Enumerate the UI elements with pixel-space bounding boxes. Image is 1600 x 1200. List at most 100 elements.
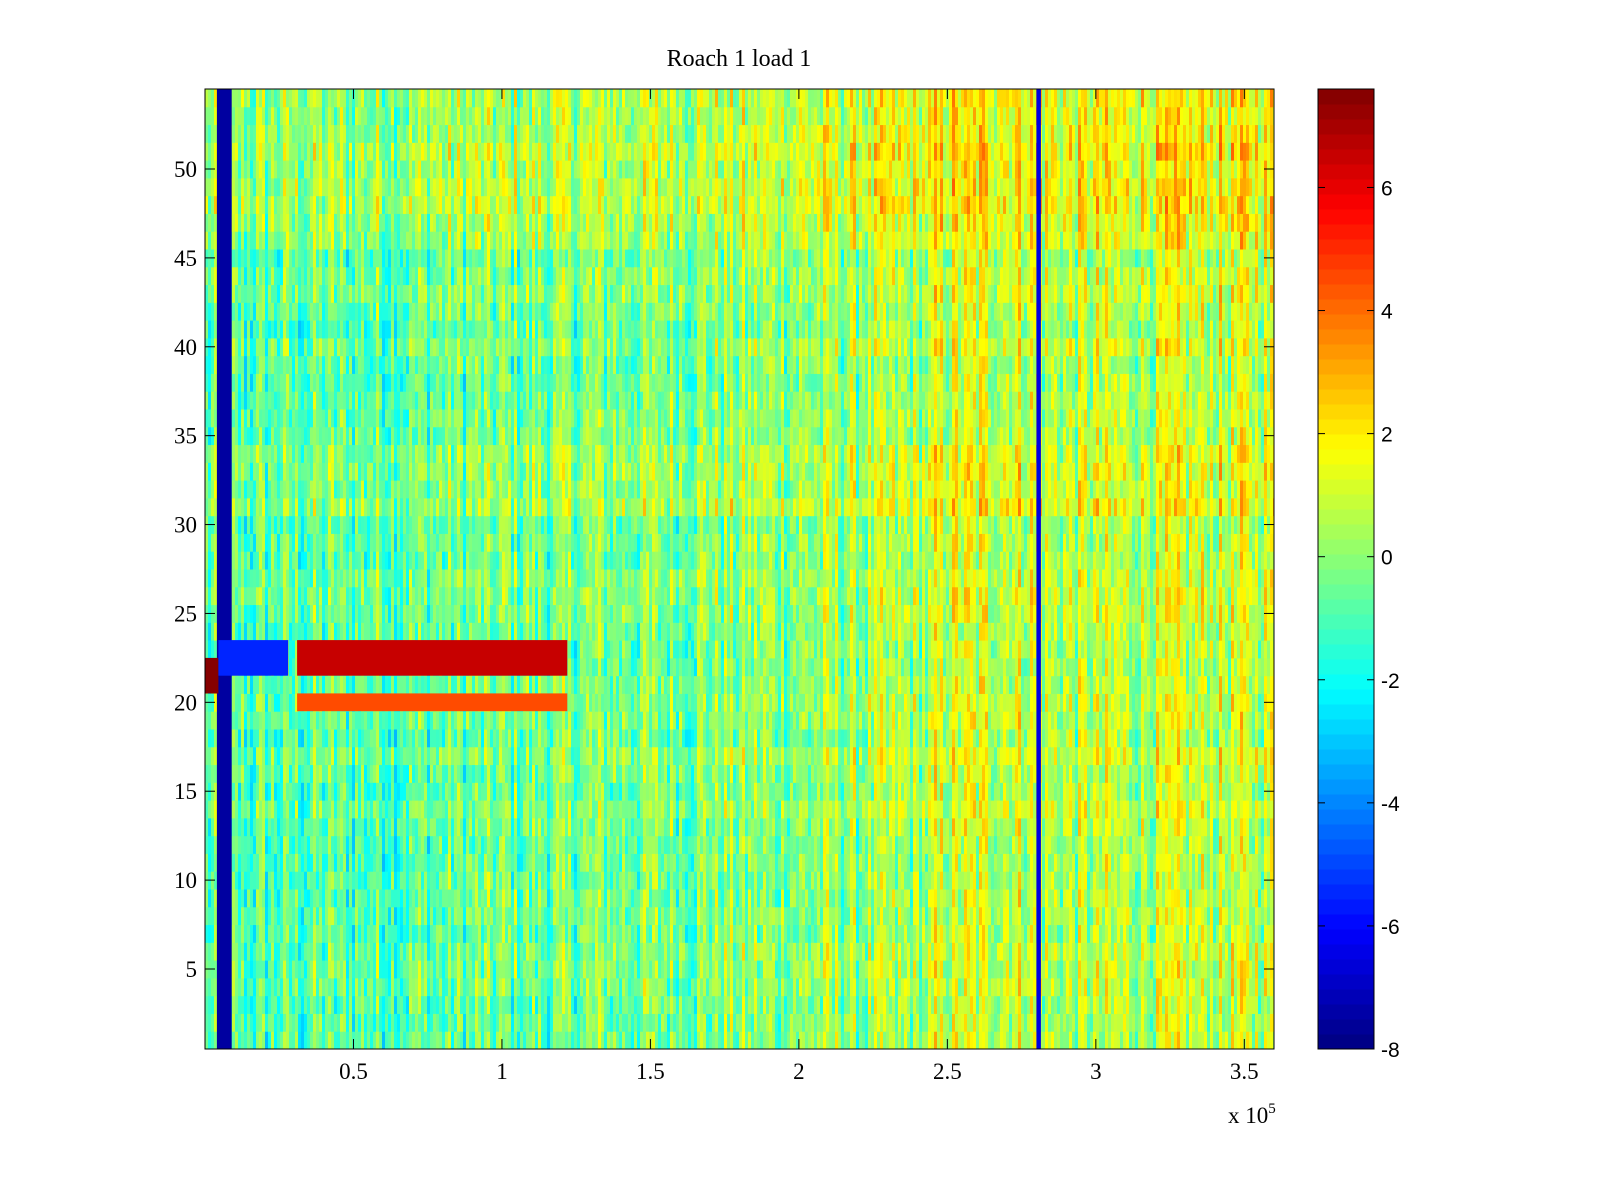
heatmap-cell: [322, 871, 325, 890]
heatmap-cell: [373, 729, 376, 748]
heatmap-cell: [331, 800, 334, 819]
heatmap-cell: [442, 551, 445, 570]
heatmap-cell: [427, 426, 430, 446]
heatmap-cell: [262, 426, 265, 446]
heatmap-cell: [340, 782, 343, 801]
heatmap-cell: [307, 302, 310, 321]
heatmap-cell: [331, 533, 334, 552]
heatmap-cell: [418, 213, 421, 232]
heatmap-cell: [409, 355, 412, 374]
heatmap-cell: [430, 515, 433, 534]
heatmap-cell: [316, 533, 319, 552]
heatmap-cell: [481, 604, 484, 623]
heatmap-cell: [244, 266, 247, 286]
heatmap-cell: [316, 462, 319, 481]
heatmap-cell: [349, 729, 352, 748]
heatmap-cell: [208, 497, 211, 517]
heatmap-cell: [481, 906, 484, 926]
heatmap-cell: [277, 711, 280, 730]
heatmap-cell: [268, 675, 271, 694]
heatmap-cell: [211, 124, 214, 143]
heatmap-cell: [349, 924, 352, 943]
heatmap-cell: [445, 835, 448, 854]
heatmap-cell: [451, 177, 454, 197]
heatmap-cell: [259, 533, 262, 552]
heatmap-cell: [340, 977, 343, 997]
heatmap-cell: [340, 942, 343, 961]
heatmap-cell: [289, 569, 292, 588]
heatmap-cell: [301, 409, 304, 428]
heatmap-cell: [241, 497, 244, 517]
heatmap-cell: [289, 249, 292, 268]
heatmap-cell: [355, 942, 358, 961]
heatmap-cell: [472, 409, 475, 428]
heatmap-cell: [439, 889, 442, 908]
heatmap-cell: [364, 1031, 367, 1050]
heatmap-cell: [448, 622, 451, 641]
heatmap-cell: [388, 497, 391, 517]
heatmap-cell: [331, 675, 334, 694]
heatmap-cell: [442, 1013, 445, 1032]
heatmap-cell: [346, 426, 349, 446]
heatmap-cell: [214, 835, 217, 854]
heatmap-cell: [445, 889, 448, 908]
heatmap-cell: [343, 906, 346, 926]
heatmap-cell: [475, 924, 478, 943]
heatmap-cell: [451, 711, 454, 730]
heatmap-cell: [364, 586, 367, 606]
heatmap-cell: [406, 835, 409, 854]
heatmap-cell: [421, 373, 424, 392]
heatmap-cell: [259, 177, 262, 197]
heatmap-cell: [334, 800, 337, 819]
heatmap-cell: [436, 569, 439, 588]
heatmap-cell: [412, 444, 415, 463]
heatmap-cell: [439, 782, 442, 801]
heatmap-cell: [313, 551, 316, 570]
heatmap-cell: [292, 924, 295, 943]
heatmap-cell: [310, 249, 313, 268]
heatmap-cell: [316, 337, 319, 357]
heatmap-cell: [241, 480, 244, 499]
heatmap-cell: [298, 871, 301, 890]
heatmap-cell: [301, 800, 304, 819]
heatmap-cell: [313, 160, 316, 179]
heatmap-cell: [427, 515, 430, 534]
heatmap-cell: [364, 480, 367, 499]
heatmap-cell: [397, 711, 400, 730]
heatmap-cell: [412, 480, 415, 499]
heatmap-cell: [325, 906, 328, 926]
heatmap-cell: [355, 977, 358, 997]
heatmap-cell: [415, 177, 418, 197]
heatmap-cell: [403, 160, 406, 179]
heatmap-cell: [211, 177, 214, 197]
heatmap-cell: [211, 569, 214, 588]
heatmap-cell: [400, 266, 403, 286]
heatmap-cell: [319, 213, 322, 232]
heatmap-cell: [430, 622, 433, 641]
heatmap-cell: [478, 106, 481, 126]
heatmap-cell: [295, 960, 298, 979]
heatmap-cell: [268, 177, 271, 197]
heatmap-cell: [370, 106, 373, 126]
heatmap-cell: [424, 89, 427, 108]
heatmap-cell: [412, 106, 415, 126]
heatmap-cell: [382, 604, 385, 623]
heatmap-cell: [370, 551, 373, 570]
heatmap-cell: [421, 497, 424, 517]
heatmap-cell: [241, 693, 244, 712]
heatmap-cell: [376, 533, 379, 552]
heatmap-cell: [322, 675, 325, 694]
heatmap-cell: [394, 231, 397, 250]
heatmap-cell: [475, 853, 478, 872]
heatmap-cell: [283, 160, 286, 179]
heatmap-cell: [268, 409, 271, 428]
heatmap-cell: [373, 497, 376, 517]
heatmap-cell: [469, 889, 472, 908]
heatmap-cell: [436, 835, 439, 854]
heatmap-cell: [442, 817, 445, 837]
heatmap-cell: [364, 675, 367, 694]
heatmap-cell: [367, 266, 370, 286]
heatmap-cell: [346, 284, 349, 303]
heatmap-cell: [373, 409, 376, 428]
heatmap-cell: [346, 355, 349, 374]
